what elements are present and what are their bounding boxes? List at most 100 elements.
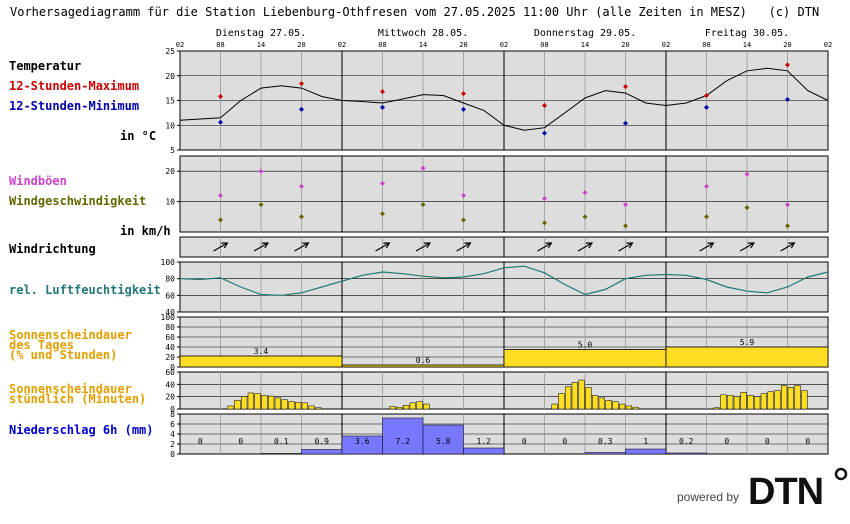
y-tick-label: 40 — [165, 343, 175, 352]
y-tick-label: 4 — [170, 430, 175, 439]
sun-hourly-bar — [247, 392, 254, 410]
label-wind-direction: Windrichtung — [9, 242, 96, 256]
sun-hourly-bar — [713, 407, 720, 410]
label-gusts: Windböen — [9, 174, 67, 188]
sun-hourly-bar — [625, 405, 632, 410]
wind-speed-point — [623, 223, 628, 229]
precip-value-label: 0 — [198, 437, 203, 446]
temperature-curve — [179, 67, 829, 131]
sun-hourly-bar — [409, 402, 416, 410]
hour-tick-label: 08 — [540, 41, 548, 49]
arrow-head — [423, 242, 432, 249]
max-temp-point — [380, 89, 385, 95]
gust-point — [380, 180, 385, 186]
sun-hourly-bar — [281, 399, 288, 410]
copyright: (c) DTN — [768, 5, 820, 19]
sun-hourly-bar — [619, 403, 626, 410]
sun-hourly-bar — [733, 396, 740, 410]
label-humidity: rel. Luftfeuchtigkeit — [9, 283, 161, 297]
sun-hourly-bar — [781, 385, 788, 410]
y-tick-label: 20 — [165, 353, 175, 362]
y-tick-label: 8 — [170, 410, 175, 419]
arrow-head — [302, 242, 310, 249]
arrow-shaft — [213, 242, 228, 252]
hour-tick-label: 14 — [257, 41, 265, 49]
sun-hourly-bar — [551, 403, 558, 410]
sun-hourly-bar — [605, 400, 612, 410]
y-tick-label: 20 — [165, 393, 175, 402]
sun-hourly-bar — [720, 394, 727, 410]
sun-hourly-bar — [261, 395, 268, 410]
wind-direction-arrow — [456, 242, 472, 252]
hour-tick-label: 20 — [297, 41, 305, 49]
precip-value-label: 0.2 — [679, 437, 694, 446]
sun-hourly-bar — [234, 400, 241, 410]
sun-hourly-bar — [389, 406, 396, 410]
sun-hourly-bar — [274, 397, 281, 410]
precip-value-label: 0 — [238, 437, 243, 446]
arrow-shaft — [253, 242, 269, 252]
y-tick-label: 20 — [165, 167, 175, 176]
precip-value-label: 3.6 — [355, 437, 370, 446]
hour-tick-label: 02 — [824, 41, 832, 49]
y-tick-label: 0 — [170, 450, 175, 459]
arrow-shaft — [577, 242, 593, 252]
sun-hourly-bar — [740, 392, 747, 410]
arrow-head — [464, 242, 472, 249]
y-tick-label: 40 — [165, 380, 175, 389]
humidity-curve — [179, 265, 829, 296]
wind-direction-arrow — [699, 242, 715, 252]
max-temp-point — [785, 62, 790, 68]
y-tick-label: 100 — [161, 258, 176, 267]
powered-by-text: powered by — [677, 490, 739, 504]
arrow-shaft — [618, 242, 633, 252]
wind-direction-arrow — [213, 242, 229, 252]
hour-tick-label: 14 — [581, 41, 589, 49]
dtn-logo-dot — [834, 467, 848, 481]
precip-bar — [665, 452, 707, 455]
label-sun-hourly-1: Sonnenscheindauer — [9, 382, 132, 396]
arrow-shaft — [537, 242, 552, 252]
hour-tick-label: 08 — [378, 41, 386, 49]
label-wind-unit: in km/h — [120, 224, 171, 238]
y-tick-label: 10 — [165, 198, 175, 207]
y-tick-label: 0 — [170, 405, 175, 414]
arrow-head — [747, 242, 756, 249]
y-tick-label: 10 — [165, 121, 175, 130]
max-temp-point — [542, 102, 547, 108]
precip-value-label: 0 — [562, 437, 567, 446]
precip-bar — [584, 452, 626, 455]
y-tick-label: 15 — [165, 97, 175, 106]
sun-hourly-bar — [423, 403, 430, 410]
hour-tick-label: 02 — [500, 41, 508, 49]
gust-point — [785, 202, 790, 208]
y-tick-label: 80 — [165, 275, 175, 284]
wind-speed-point — [785, 223, 790, 229]
sun-daily-hours-label: 5.0 — [578, 341, 593, 350]
y-tick-label: 2 — [170, 440, 175, 449]
max-temp-point — [461, 91, 466, 97]
hour-tick-label: 02 — [662, 41, 670, 49]
sun-hourly-bar — [227, 405, 234, 410]
wind-speed-point — [258, 202, 264, 208]
wind-speed-point — [461, 217, 466, 223]
sun-hourly-bar — [794, 385, 801, 410]
arrow-head — [585, 242, 594, 249]
sun-hourly-bar — [578, 379, 585, 410]
hour-tick-label: 08 — [216, 41, 224, 49]
day-label: Freitag 30.05. — [705, 28, 789, 39]
wind-speed-point — [582, 214, 588, 220]
wind-direction-arrow — [537, 242, 553, 252]
arrow-shaft — [699, 242, 714, 252]
arrow-head — [383, 242, 391, 249]
gust-point — [744, 171, 750, 177]
gust-point — [299, 183, 304, 189]
hour-tick-label: 08 — [702, 41, 710, 49]
wind-speed-point — [542, 220, 547, 226]
dtn-wordmark: DTN — [748, 471, 823, 513]
min-temp-point — [380, 104, 385, 110]
y-tick-label: 40 — [165, 308, 175, 317]
sun-hourly-bar — [787, 387, 794, 410]
wind-direction-arrow — [294, 242, 310, 252]
max-temp-point — [704, 93, 709, 99]
